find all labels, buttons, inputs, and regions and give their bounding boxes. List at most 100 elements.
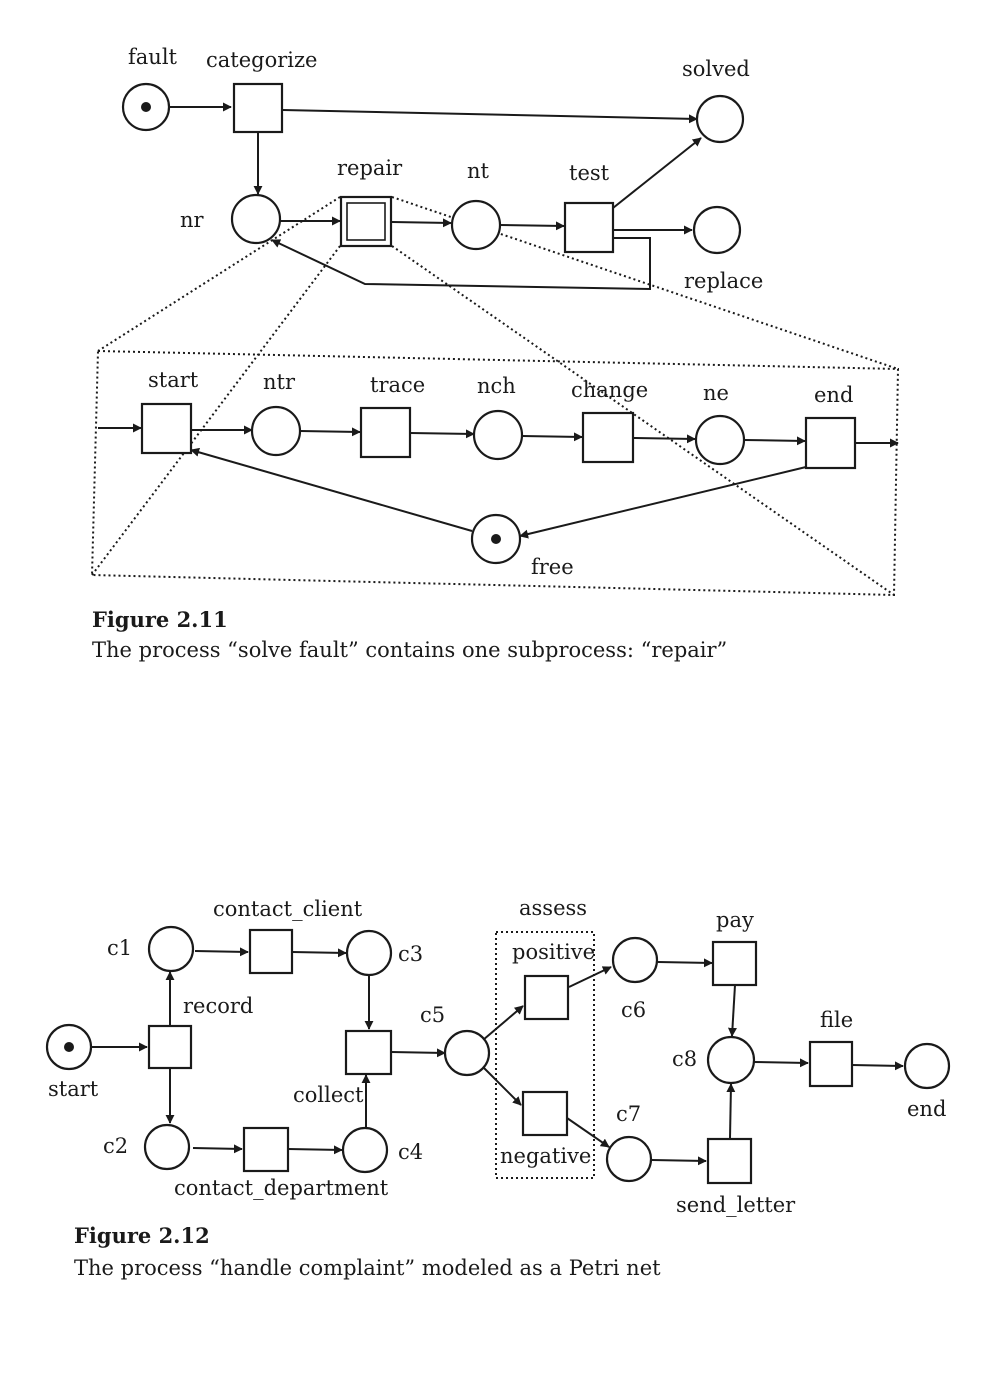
place-nch <box>472 409 524 461</box>
label-c4: c4 <box>398 1140 423 1164</box>
place-ntr <box>250 405 302 457</box>
subprocess-marker <box>346 202 386 241</box>
label-send-letter: send_letter <box>676 1193 796 1217</box>
place-solved <box>695 94 745 144</box>
transition-record <box>147 1024 193 1070</box>
transition-positive <box>523 974 570 1021</box>
top-level-labels: fault categorize solved repair nt test n… <box>128 45 763 293</box>
transition-file <box>808 1040 854 1088</box>
figure-2-11: fault categorize solved repair nt test n… <box>90 45 900 662</box>
arc <box>566 1117 610 1148</box>
figure-2-12-caption-text: The process “handle complaint” modeled a… <box>74 1256 661 1280</box>
arc <box>499 221 565 231</box>
label-c1: c1 <box>107 936 132 960</box>
transition-send-letter <box>706 1137 753 1185</box>
figure-2-11-caption-text: The process “solve fault” contains one s… <box>92 638 727 662</box>
place-c2 <box>143 1123 191 1171</box>
place-c6 <box>611 936 659 984</box>
arc <box>190 447 473 532</box>
label-fault: fault <box>128 45 178 69</box>
place-c7 <box>605 1135 653 1183</box>
place-c8 <box>706 1035 756 1085</box>
arc <box>391 218 452 228</box>
assess-group-boundary <box>495 931 595 1179</box>
place-c1 <box>147 925 195 973</box>
subprocess-labels: start ntr trace nch change ne end free <box>148 368 853 579</box>
arc <box>299 427 361 437</box>
label-ntr: ntr <box>263 370 296 394</box>
label-nch: nch <box>477 374 516 398</box>
arc <box>851 1061 904 1071</box>
label-contact-department: contact_department <box>174 1176 389 1200</box>
top-level-arcs <box>169 102 702 291</box>
place-replace <box>692 205 742 255</box>
label-c8: c8 <box>672 1047 697 1071</box>
label-end: end <box>907 1097 946 1121</box>
label-change: change <box>571 378 648 402</box>
place-c3 <box>345 929 393 977</box>
token <box>141 102 151 112</box>
label-categorize: categorize <box>206 48 317 72</box>
label-collect: collect <box>293 1083 364 1107</box>
arc <box>291 948 347 958</box>
label-positive: positive <box>512 940 595 964</box>
token <box>491 534 501 544</box>
arc <box>194 947 249 957</box>
transition-contact-client <box>248 928 294 975</box>
transition-pay <box>711 940 758 987</box>
transition-contact-department <box>242 1126 290 1173</box>
transition-trace <box>359 406 412 459</box>
label-c6: c6 <box>621 998 646 1022</box>
label-contact-client: contact_client <box>213 897 363 921</box>
label-solved: solved <box>682 57 750 81</box>
label-trace: trace <box>370 373 425 397</box>
label-assess: assess <box>519 896 587 920</box>
label-start: start <box>48 1077 99 1101</box>
label-ne: ne <box>703 381 729 405</box>
arc <box>568 966 612 988</box>
transition-end <box>804 416 857 470</box>
arc <box>743 436 806 446</box>
complaint-arcs <box>92 947 904 1166</box>
figure-2-12-caption-title: Figure 2.12 <box>74 1223 210 1248</box>
zoom-line <box>391 196 899 370</box>
place-end <box>903 1042 951 1090</box>
place-nr <box>230 193 282 245</box>
label-c3: c3 <box>398 942 423 966</box>
label-replace: replace <box>684 269 763 293</box>
arc <box>282 109 698 124</box>
arc <box>409 429 475 439</box>
label-free: free <box>531 555 574 579</box>
arc <box>521 432 583 442</box>
label-repair: repair <box>337 156 403 180</box>
complaint-labels: contact_client c1 c3 record start c2 con… <box>48 896 946 1217</box>
label-c7: c7 <box>616 1102 641 1126</box>
label-file: file <box>820 1008 853 1032</box>
zoom-line <box>91 245 341 576</box>
label-end: end <box>814 383 853 407</box>
place-nt <box>450 199 502 251</box>
figure-2-11-caption-title: Figure 2.11 <box>92 607 228 632</box>
subprocess-expansion-lines <box>90 196 900 597</box>
arc <box>651 1156 707 1166</box>
arc <box>519 466 807 539</box>
arc <box>287 1145 343 1155</box>
arc <box>726 1083 736 1139</box>
arc <box>482 1005 524 1041</box>
arc <box>657 958 713 968</box>
label-c2: c2 <box>103 1134 128 1158</box>
top-level-nodes <box>121 82 745 255</box>
place-c5 <box>443 1029 491 1077</box>
figure-2-12: contact_client c1 c3 record start c2 con… <box>45 896 951 1280</box>
label-negative: negative <box>500 1144 591 1168</box>
label-start: start <box>148 368 199 392</box>
transition-change <box>581 411 635 464</box>
subprocess-boundary <box>90 349 900 597</box>
arc <box>612 137 702 209</box>
complaint-nodes <box>45 925 951 1185</box>
arc <box>632 434 696 444</box>
arc <box>192 1144 243 1154</box>
arc <box>727 984 737 1037</box>
arc <box>483 1067 522 1106</box>
